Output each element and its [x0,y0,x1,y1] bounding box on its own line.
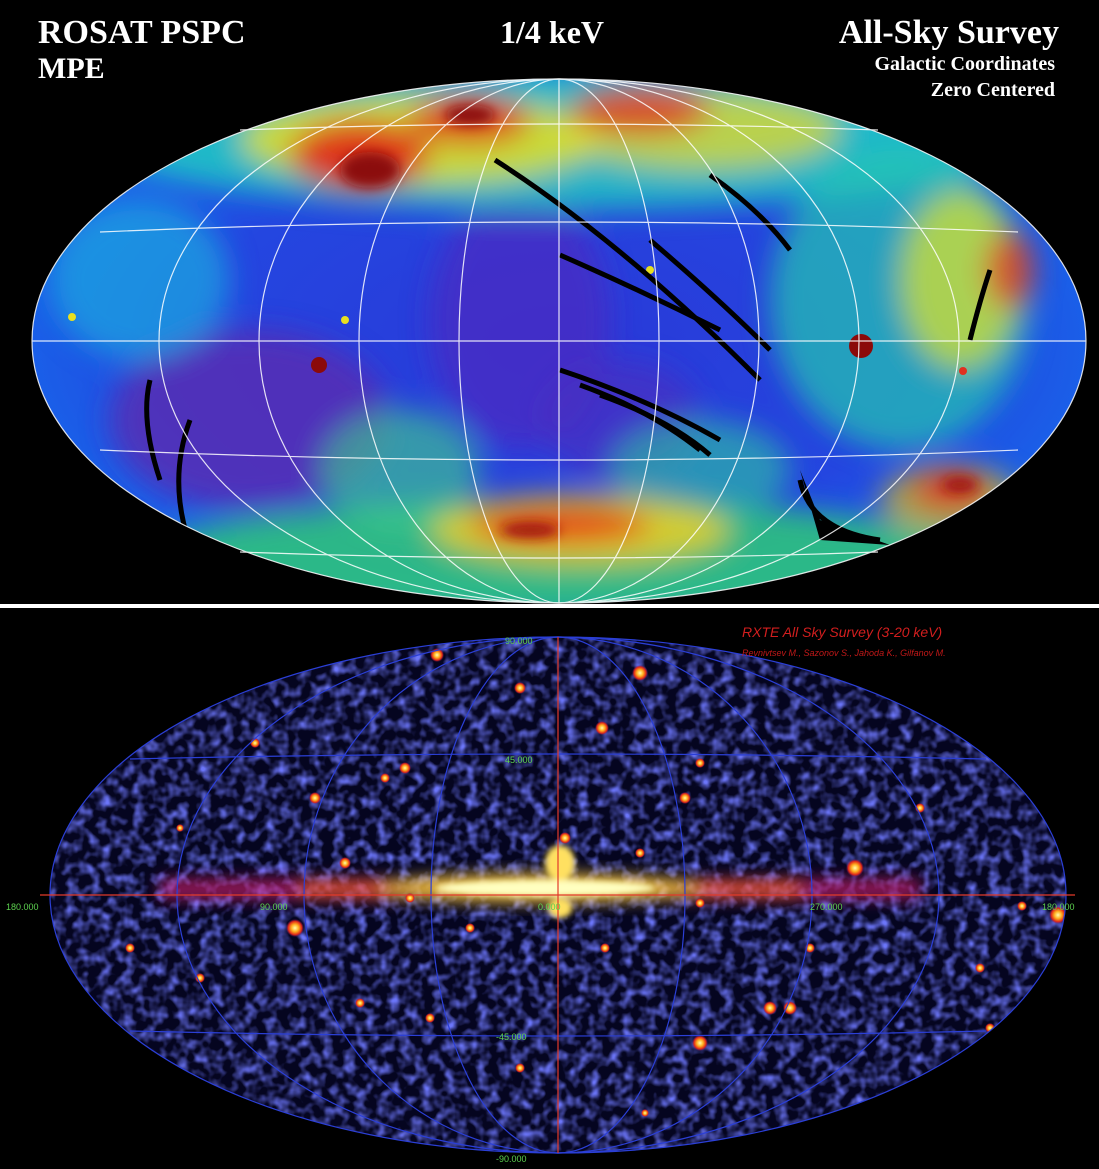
rosat-instrument-title: ROSAT PSPC [38,14,246,51]
tick-lon-270: 270.000 [810,902,843,912]
tick-lon-180-right: 180.000 [1042,902,1075,912]
tick-lon-0: 0.000 [538,902,561,912]
tick-lon-90: 90.000 [260,902,288,912]
rxte-skymap [40,636,1075,1154]
rosat-skymap [31,78,1087,604]
tick-lat-45: 45.000 [505,755,533,765]
rxte-axes [40,637,1075,1153]
rosat-emission [32,79,1086,603]
rosat-centering-label: Zero Centered [930,79,1055,101]
rosat-survey-title: All-Sky Survey [838,14,1059,51]
rxte-emission [50,637,1066,1153]
tick-lat-90: 90.000 [505,636,533,646]
rxte-panel: RXTE All Sky Survey (3-20 keV) Revnivtse… [0,608,1099,1169]
rxte-authors: Revnivtsev M., Sazonov S., Jahoda K., Gi… [742,648,946,658]
tick-lat-minus-45: -45.000 [496,1032,527,1042]
panel-divider [0,604,1099,608]
tick-lat-minus-90: -90.000 [496,1154,527,1164]
rosat-institute-label: MPE [38,52,105,85]
rosat-energy-label: 1/4 keV [500,14,604,50]
tick-lon-180-left: 180.000 [6,902,39,912]
rosat-coordinates-label: Galactic Coordinates [874,53,1055,75]
rxte-survey-title: RXTE All Sky Survey (3-20 keV) [742,624,943,640]
rosat-graticule [31,78,1087,604]
rosat-panel: ROSAT PSPC MPE 1/4 keV All-Sky Survey Ga… [31,14,1087,604]
